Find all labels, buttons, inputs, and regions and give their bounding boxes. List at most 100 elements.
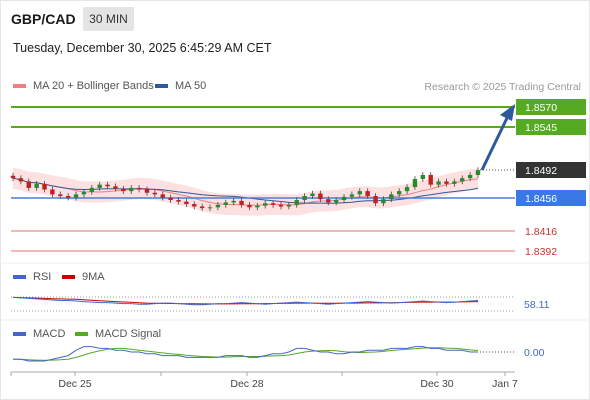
price-tag-current: 1.8492	[516, 162, 586, 178]
forecast-arrow	[480, 117, 509, 171]
candle	[475, 170, 481, 175]
x-tick-label: Dec 25	[58, 378, 91, 390]
macd-swatch	[13, 332, 26, 336]
candle	[50, 189, 55, 195]
support-label-2: 1.8392	[525, 246, 557, 258]
candle	[278, 204, 284, 207]
candle	[381, 199, 386, 204]
forecast-arrow-head	[500, 104, 515, 121]
macd-line	[13, 346, 478, 362]
candle	[294, 200, 299, 205]
candle	[97, 184, 102, 188]
legend-ma20: MA 20 + Bollinger Bands	[13, 80, 154, 92]
candle	[231, 200, 236, 203]
timestamp: Tuesday, December 30, 2025 6:45:29 AM CE…	[13, 41, 272, 55]
ma50-label: MA 50	[175, 80, 207, 92]
price-tag-label: 1.8492	[525, 165, 557, 177]
candle	[58, 194, 63, 196]
x-tick-label: Jan 7	[492, 378, 518, 390]
candle	[333, 200, 339, 203]
candle	[255, 205, 260, 208]
candle	[192, 204, 197, 207]
legend-rsi-ma: 9MA	[62, 271, 105, 283]
price-tag-label: 1.8570	[525, 102, 557, 114]
macd-signal-line	[13, 347, 479, 361]
rsi-ma-swatch	[62, 275, 75, 279]
candle	[223, 202, 228, 205]
candle	[373, 195, 378, 204]
rsi-swatch	[13, 275, 26, 279]
legend-macd-signal: MACD Signal	[75, 328, 161, 340]
macd-signal-swatch	[75, 332, 88, 336]
candle	[176, 200, 181, 202]
candle	[136, 187, 142, 190]
candle	[121, 188, 126, 192]
candle	[412, 179, 418, 188]
candle	[10, 175, 16, 179]
candle	[428, 174, 433, 185]
candle	[168, 197, 173, 201]
x-tick-label: Dec 30	[420, 378, 453, 390]
price-tag-label: 1.8456	[525, 193, 557, 205]
price-tag-2: 1.8545	[516, 119, 586, 135]
bollinger-band	[13, 167, 478, 216]
candle	[65, 195, 71, 198]
candle	[81, 191, 87, 195]
candle	[42, 183, 47, 190]
candle	[396, 191, 402, 195]
candle	[113, 186, 118, 189]
macd-signal-label: MACD Signal	[95, 328, 162, 340]
candle	[349, 194, 355, 197]
x-axis-ticks	[10, 372, 506, 376]
ma20-label: MA 20 + Bollinger Bands	[33, 80, 154, 92]
legend-rsi: RSI	[13, 271, 51, 283]
candle	[215, 204, 221, 208]
price-tag-label: 1.8545	[525, 122, 557, 134]
legend-ma50: MA 50	[155, 80, 206, 92]
timeframe-button[interactable]: 30 MIN	[83, 7, 134, 31]
candle	[129, 187, 134, 192]
candle	[184, 201, 189, 205]
rsi-label: RSI	[33, 271, 52, 283]
research-credit: Research © 2025 Trading Central	[424, 81, 581, 93]
candle	[247, 204, 252, 208]
candle	[302, 195, 307, 201]
candle	[326, 199, 331, 203]
candle	[73, 194, 79, 198]
candlesticks	[10, 167, 481, 211]
candle	[404, 187, 410, 192]
symbol-title: GBP/CAD	[11, 11, 76, 27]
candle	[389, 194, 394, 200]
candle	[452, 181, 457, 184]
candle	[263, 203, 268, 206]
candle	[341, 196, 347, 201]
x-tick-label: Dec 28	[230, 378, 263, 390]
candle	[207, 207, 213, 209]
candle	[467, 174, 473, 179]
candle	[444, 181, 449, 184]
ma50-swatch	[155, 84, 168, 88]
candle	[152, 192, 158, 195]
candle	[34, 183, 39, 188]
candle	[310, 193, 315, 196]
candle	[18, 178, 24, 182]
rsi-line	[12, 296, 479, 306]
candle	[89, 187, 95, 192]
candle	[420, 174, 426, 179]
macd-value: 0.00	[524, 347, 545, 359]
candle	[318, 193, 323, 200]
ma20-swatch	[13, 84, 26, 88]
candle	[199, 206, 205, 209]
candle	[144, 189, 150, 193]
candle	[286, 204, 292, 207]
candle	[239, 200, 244, 205]
candle	[270, 203, 276, 205]
candle	[460, 178, 465, 182]
rsi-ma-label: 9MA	[82, 271, 105, 283]
candle	[365, 191, 370, 196]
candle	[26, 181, 31, 188]
candle	[105, 184, 110, 187]
macd-label: MACD	[33, 328, 66, 340]
support-label-1: 1.8416	[525, 226, 557, 238]
